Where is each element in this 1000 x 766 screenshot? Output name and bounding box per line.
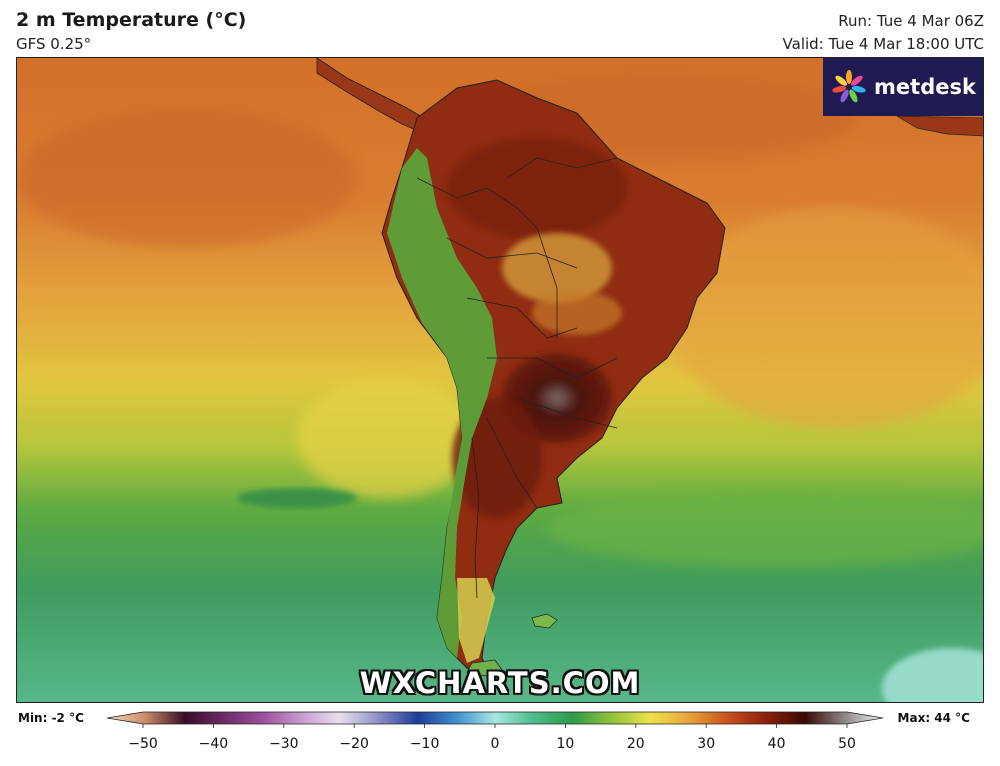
- andes-strip: [387, 148, 497, 658]
- colorbar-tick-label: 30: [697, 736, 715, 752]
- colorbar-tick-label: 50: [838, 736, 856, 752]
- chart-title: 2 m Temperature (°C): [16, 9, 247, 31]
- temperature-map: metdesk WXCHARTS.COM: [16, 57, 984, 703]
- colorbar-tick-label: 0: [491, 736, 500, 752]
- metdesk-logo: metdesk: [823, 58, 983, 116]
- valid-time: Valid: Tue 4 Mar 18:00 UTC: [782, 35, 984, 53]
- colorbar-tick-label: −10: [410, 736, 440, 752]
- falkland-islands: [531, 613, 558, 629]
- colorbar: −50 −40 −30 −20 −10 0 10 20 30 40 50: [106, 711, 884, 752]
- brand-name: metdesk: [874, 75, 976, 99]
- colorbar-tick-label: −50: [128, 736, 158, 752]
- run-time: Run: Tue 4 Mar 06Z: [838, 12, 984, 30]
- colorbar-ticks: −50 −40 −30 −20 −10 0 10 20 30 40 50: [128, 724, 856, 752]
- map-canvas: [17, 58, 983, 702]
- wxcharts-watermark: WXCHARTS.COM: [359, 666, 641, 700]
- colorbar-gradient: [106, 711, 884, 725]
- model-label: GFS 0.25°: [16, 35, 92, 53]
- colorbar-tick-label: 40: [768, 736, 786, 752]
- metdesk-flower-icon: [832, 70, 866, 103]
- colorbar-tick-label: 10: [556, 736, 574, 752]
- colorbar-tick-label: −20: [339, 736, 369, 752]
- colorbar-tick-label: 20: [627, 736, 645, 752]
- colorbar-tick-label: −30: [269, 736, 299, 752]
- colorbar-max-label: Max: 44 °C: [897, 711, 970, 725]
- colorbar-tick-label: −40: [199, 736, 229, 752]
- country-borders: [416, 157, 618, 599]
- colorbar-min-label: Min: -2 °C: [18, 711, 84, 725]
